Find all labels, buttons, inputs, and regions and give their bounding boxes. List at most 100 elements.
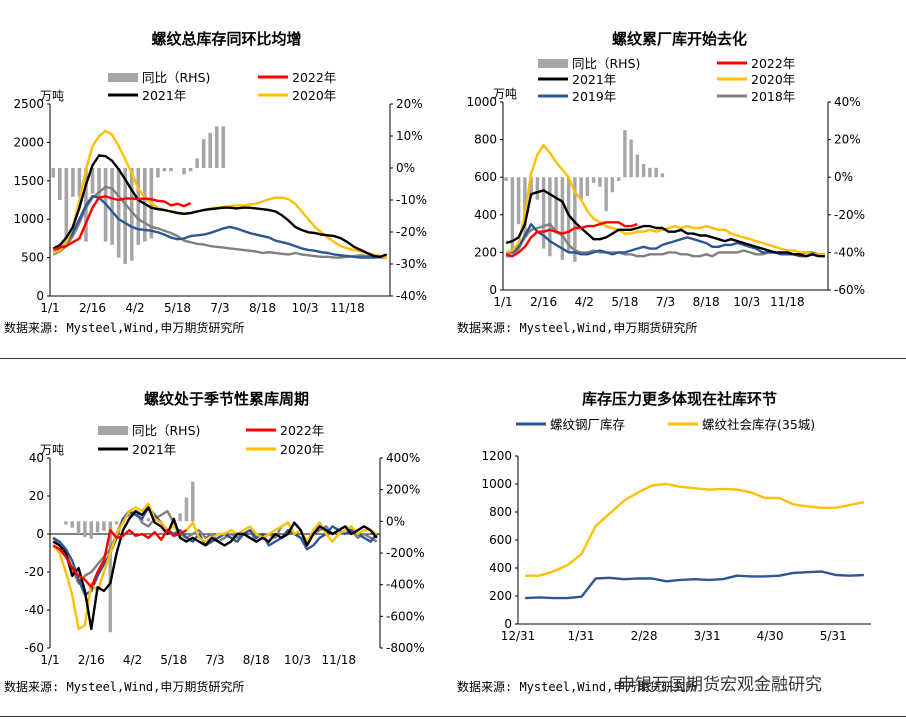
x-tick-label: 11/18: [330, 301, 365, 315]
x-tick-label: 2/16: [78, 653, 105, 667]
x-tick-label: 5/18: [160, 653, 187, 667]
y-tick-label: -60: [24, 641, 44, 655]
legend-label: 螺纹社会库存(35城): [702, 417, 815, 432]
y-right-tick-label: 0%: [386, 514, 405, 528]
chart-panel-seasonal-cycle: 螺纹处于季节性累库周期 -60 -40 -20 0 20 40 -800% -600% -400…: [0, 362, 453, 719]
x-tick-label: 1/1: [493, 295, 512, 309]
chart-svg: 0 200 400 600 800 1000 1200 12/31 1/31 2/28 3/31 4/…: [481, 417, 871, 643]
series-line-螺纹社会库存(35城): [525, 482, 865, 577]
x-tick-label: 5/31: [820, 629, 847, 643]
x-tick-label: 4/2: [125, 301, 144, 315]
y-tick-label: 0: [504, 617, 512, 631]
bar: [182, 168, 186, 175]
y-tick-label: 2000: [13, 135, 44, 149]
bar: [184, 497, 189, 522]
y-tick-label: 40: [29, 451, 44, 465]
x-tick-label: 1/31: [568, 629, 595, 643]
series-line-2022年: [52, 194, 192, 252]
chart-title: 螺纹处于季节性累库周期: [143, 390, 309, 408]
bar: [191, 481, 195, 522]
x-tick-label: 10/3: [284, 653, 311, 667]
series-line-2019年: [52, 194, 387, 259]
bar: [579, 177, 583, 200]
y-right-tick-label: -20%: [834, 208, 865, 222]
y-right-tick-label: 10%: [396, 129, 423, 143]
bar: [89, 521, 93, 539]
legend-label: 螺纹钢厂库存: [550, 417, 625, 432]
x-tick-label: 2/16: [530, 295, 557, 309]
y-tick-label: 200: [489, 589, 512, 603]
bar: [116, 168, 121, 258]
y-right-tick-label: -60%: [834, 283, 865, 297]
legend-label: 2019年: [572, 89, 616, 104]
y-tick-label: 200: [474, 245, 497, 259]
y-tick-label: 600: [474, 170, 497, 184]
x-tick-label: 1/1: [40, 301, 59, 315]
bar: [610, 177, 615, 193]
bar: [535, 177, 540, 200]
y-right-tick-label: 40%: [834, 95, 861, 109]
bar: [641, 164, 646, 178]
legend-label: 同比（RHS): [572, 56, 640, 71]
legend-label: 2020年: [751, 72, 795, 87]
chart-title: 螺纹总库存同环比均增: [151, 30, 302, 48]
bar: [64, 168, 69, 239]
y-right-tick-label: -40%: [396, 289, 427, 303]
bar: [97, 168, 101, 197]
legend-label: 2021年: [132, 442, 176, 457]
legend-label: 2022年: [292, 70, 336, 85]
legend-label: 同比（RHS): [132, 423, 200, 438]
y-right-tick-label: -800%: [386, 641, 425, 655]
x-tick-label: 2/16: [79, 301, 106, 315]
x-tick-label: 5/18: [164, 301, 191, 315]
y-unit-label: 万吨: [493, 87, 517, 101]
x-tick-label: 12/31: [501, 629, 536, 643]
bar: [604, 177, 608, 212]
chart-panel-mill-inventory: 螺纹累厂库开始去化 0 200 400 600 800 1000 -60% -40% -20% 0…: [453, 0, 906, 352]
bar: [156, 168, 160, 178]
bar: [516, 177, 521, 225]
bar: [102, 521, 106, 531]
y-tick-label: 400: [474, 208, 497, 222]
legend-swatch: [108, 73, 138, 82]
chart-panel-mill-vs-social: 库存压力更多体现在社库环节 0 200 400 600 800 1000 1200 12/31…: [453, 362, 906, 719]
bar: [110, 168, 114, 245]
bar: [548, 177, 552, 257]
y-tick-label: 500: [21, 251, 44, 265]
legend-label: 2022年: [751, 56, 795, 71]
bar: [146, 518, 151, 522]
bar: [162, 168, 167, 172]
watermark-text: 申银万国期货宏观金融研究: [618, 675, 822, 695]
chart-svg: 0 500 1000 1500 2000 2500 -40% -30% -20% -10% 0% 10…: [13, 70, 427, 315]
y-tick-label: 1000: [481, 477, 512, 491]
x-tick-label: 10/3: [733, 295, 760, 309]
y-tick-label: 2500: [13, 97, 44, 111]
bar: [77, 168, 82, 197]
bar: [629, 139, 633, 178]
source-note: 数据来源: Mysteel,Wind,申万期货研究所: [457, 321, 698, 335]
x-tick-label: 10/3: [292, 301, 319, 315]
legend-swatch: [538, 59, 568, 68]
legend-swatch: [98, 426, 128, 435]
series-line-2018年: [52, 185, 387, 259]
bar: [510, 177, 515, 253]
x-tick-label: 1/1: [40, 653, 59, 667]
bar: [208, 132, 212, 168]
bar: [178, 513, 182, 522]
y-tick-label: 800: [474, 133, 497, 147]
x-tick-label: 7/3: [210, 301, 229, 315]
legend-label: 2022年: [280, 423, 324, 438]
y-unit-label: 万吨: [40, 443, 64, 457]
bar: [70, 521, 74, 528]
series-line-2021年: [52, 506, 378, 631]
series-line-2020年: [505, 143, 825, 256]
bar: [591, 177, 596, 183]
bar: [654, 167, 658, 178]
legend-label: 2021年: [142, 88, 186, 103]
chart-title: 螺纹累厂库开始去化: [611, 30, 747, 48]
divider: [0, 358, 906, 359]
y-right-tick-label: 0%: [396, 161, 415, 175]
x-tick-label: 8/18: [249, 301, 276, 315]
bar: [188, 168, 193, 172]
y-right-tick-label: 20%: [834, 133, 861, 147]
